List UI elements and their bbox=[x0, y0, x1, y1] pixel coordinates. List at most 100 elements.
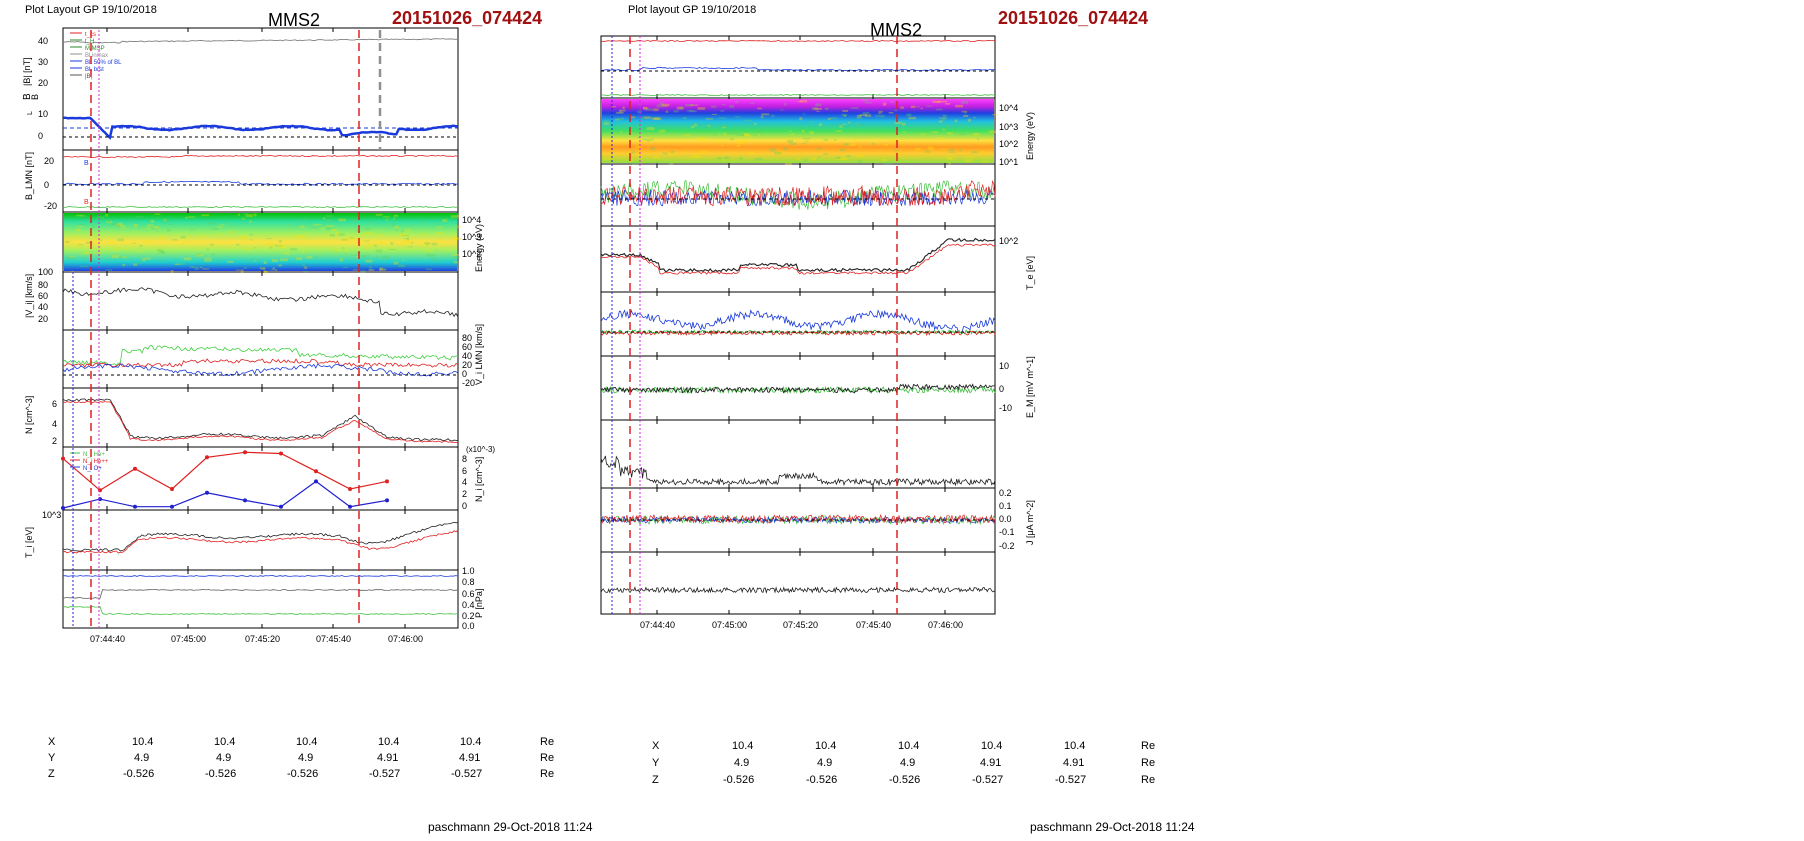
spectrogram-speck bbox=[275, 244, 283, 247]
spectrogram-speck bbox=[299, 219, 302, 222]
ephem-label-z: Z bbox=[652, 774, 659, 786]
spectrogram-speck bbox=[364, 227, 372, 230]
spectrogram-speck bbox=[723, 132, 727, 136]
spectrogram-speck bbox=[846, 155, 851, 158]
spectrogram-speck bbox=[847, 121, 851, 124]
spectrogram-speck bbox=[313, 223, 322, 226]
spectrogram-speck bbox=[301, 264, 306, 267]
spectrogram-speck bbox=[393, 217, 396, 220]
spectrogram-speck bbox=[938, 120, 943, 123]
spectrogram-speck bbox=[304, 218, 310, 221]
ephem-label-x: X bbox=[652, 740, 660, 752]
y-tick-label: 0.6 bbox=[462, 589, 475, 599]
spectrogram-speck bbox=[915, 147, 921, 151]
y-tick-label: 10^2 bbox=[999, 236, 1018, 246]
spectrogram-speck bbox=[154, 226, 159, 229]
spectrogram-speck bbox=[188, 235, 192, 237]
ephem-value: 10.4 bbox=[378, 736, 400, 748]
legend-label: t_H bbox=[85, 39, 94, 45]
spectrogram-speck bbox=[217, 233, 222, 236]
spectrogram-speck bbox=[839, 148, 846, 152]
spectrogram-speck bbox=[706, 127, 711, 129]
spectrogram-speck bbox=[736, 133, 745, 137]
spectrogram-speck bbox=[739, 157, 743, 160]
spectrogram-speck bbox=[643, 107, 649, 109]
y-tick-label: 10 bbox=[999, 361, 1009, 371]
spectrogram-speck bbox=[132, 263, 138, 266]
spectrogram-speck bbox=[325, 227, 330, 230]
spectrogram-speck bbox=[435, 226, 443, 228]
spectrogram-speck bbox=[816, 110, 820, 112]
spectrogram-speck bbox=[690, 155, 698, 158]
spectrogram-speck bbox=[823, 138, 829, 141]
ephem-unit: Re bbox=[1141, 740, 1156, 752]
spectrogram-speck bbox=[279, 258, 288, 262]
ephem-value: 10.4 bbox=[132, 736, 154, 748]
spectrogram-speck bbox=[76, 225, 84, 227]
spectrogram-fill bbox=[64, 213, 457, 271]
spectrogram-speck bbox=[722, 124, 725, 126]
spectrogram-speck bbox=[304, 266, 308, 269]
spectrogram-speck bbox=[263, 261, 267, 265]
series-line-Tpar bbox=[62, 521, 459, 552]
spectrogram-speck bbox=[99, 239, 103, 241]
spectrogram-speck bbox=[272, 267, 275, 271]
spectrogram-speck bbox=[712, 134, 717, 136]
spectrogram-speck bbox=[369, 266, 372, 269]
y-tick-label: 60 bbox=[462, 342, 472, 352]
spectrogram-speck bbox=[894, 149, 899, 151]
spectrogram-speck bbox=[750, 151, 754, 154]
spectrogram-speck bbox=[735, 100, 738, 104]
y-tick-label: 1.0 bbox=[462, 566, 475, 576]
spectrogram-speck bbox=[817, 131, 821, 133]
y-tick-label: 0.0 bbox=[462, 621, 475, 631]
spectrogram-speck bbox=[931, 131, 939, 133]
spectrogram-speck bbox=[915, 106, 921, 108]
spectrogram-speck bbox=[945, 124, 949, 127]
spectrogram-speck bbox=[673, 110, 679, 113]
spectrogram-speck bbox=[452, 256, 460, 259]
ephem-label-y: Y bbox=[652, 757, 660, 769]
ephem-value: 4.91 bbox=[980, 757, 1002, 769]
ephem-unit: Re bbox=[1141, 774, 1156, 786]
y-tick-label: 8 bbox=[462, 454, 467, 464]
series-line-BN bbox=[601, 94, 996, 96]
y-tick-label: -20 bbox=[462, 378, 475, 388]
spectrogram-speck bbox=[618, 137, 623, 140]
spectrogram-speck bbox=[106, 220, 112, 223]
panel-frame-elmn bbox=[600, 291, 996, 357]
spectrogram-speck bbox=[146, 224, 154, 227]
spectrogram-speck bbox=[182, 241, 186, 243]
spectrogram-speck bbox=[82, 257, 87, 259]
spectrogram-speck bbox=[815, 103, 822, 107]
y-tick-label: 6 bbox=[462, 466, 467, 476]
spectrogram-speck bbox=[105, 213, 109, 217]
spectrogram-speck bbox=[337, 233, 345, 236]
spectrogram-speck bbox=[266, 237, 273, 240]
spectrogram-speck bbox=[400, 243, 406, 246]
spectrogram-speck bbox=[157, 248, 163, 252]
spectrogram-speck bbox=[965, 156, 970, 158]
spectrogram-speck bbox=[167, 223, 174, 225]
axis-multiplier: (x10^-3) bbox=[466, 445, 495, 454]
spectrogram-speck bbox=[856, 117, 863, 119]
spectrogram-speck bbox=[616, 111, 624, 114]
spectrogram-speck bbox=[368, 269, 375, 272]
ephem-value: 10.4 bbox=[815, 740, 837, 752]
spectrogram-speck bbox=[942, 114, 947, 118]
spectrogram-speck bbox=[721, 104, 726, 106]
spectrogram-speck bbox=[379, 241, 386, 244]
spectrogram-speck bbox=[163, 220, 171, 223]
spectrogram-speck bbox=[211, 228, 219, 230]
spectrogram-speck bbox=[948, 162, 951, 165]
spectrogram-speck bbox=[690, 104, 699, 106]
spectrogram-speck bbox=[693, 153, 700, 155]
ephem-value: 4.9 bbox=[817, 757, 833, 769]
spectrogram-speck bbox=[139, 244, 143, 248]
series-line-JN bbox=[600, 513, 996, 525]
ephem-unit: Re bbox=[1141, 757, 1156, 769]
spectrogram-speck bbox=[71, 270, 74, 274]
spectrogram-speck bbox=[118, 256, 123, 258]
spectrogram-speck bbox=[79, 224, 87, 226]
spectrogram-speck bbox=[653, 108, 659, 112]
